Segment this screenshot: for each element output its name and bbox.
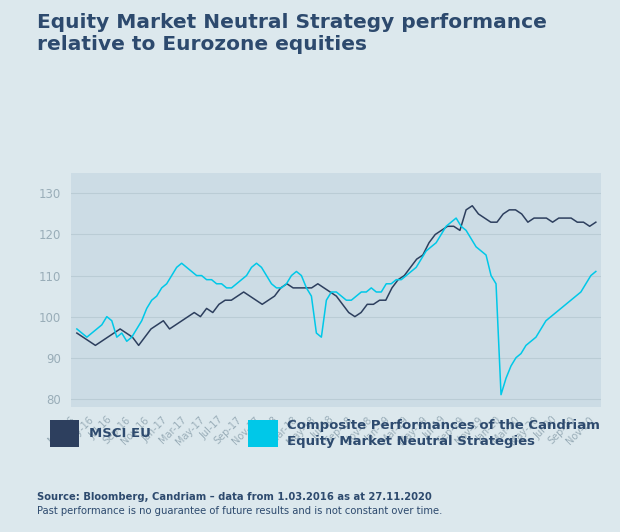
Text: Equity Market Neutral Strategies: Equity Market Neutral Strategies <box>287 435 535 448</box>
Text: MSCI EU: MSCI EU <box>89 427 151 440</box>
Text: relative to Eurozone equities: relative to Eurozone equities <box>37 35 367 54</box>
Text: Past performance is no guarantee of future results and is not constant over time: Past performance is no guarantee of futu… <box>37 506 443 517</box>
Text: Source: Bloomberg, Candriam – data from 1.03.2016 as at 27.11.2020: Source: Bloomberg, Candriam – data from … <box>37 492 432 502</box>
Text: Equity Market Neutral Strategy performance: Equity Market Neutral Strategy performan… <box>37 13 547 32</box>
Text: Composite Performances of the Candriam: Composite Performances of the Candriam <box>287 419 600 432</box>
